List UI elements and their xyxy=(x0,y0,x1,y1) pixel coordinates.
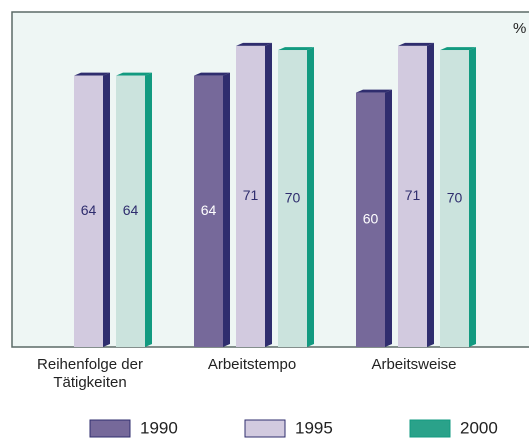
bar xyxy=(116,75,145,347)
bar xyxy=(236,45,265,348)
bar-top xyxy=(236,42,272,46)
value-label: 71 xyxy=(243,187,259,203)
value-label: 71 xyxy=(405,187,421,203)
value-label: 64 xyxy=(201,202,217,218)
bar xyxy=(194,75,223,347)
value-label: 64 xyxy=(81,202,97,218)
bar-top xyxy=(398,42,434,46)
bar-top xyxy=(194,72,230,76)
x-tick-label: Arbeitstempo xyxy=(207,356,297,373)
bar-top xyxy=(116,72,152,76)
bar-side xyxy=(307,47,314,348)
value-label: 70 xyxy=(285,189,301,205)
legend-swatch xyxy=(244,419,286,438)
bar xyxy=(278,50,307,348)
legend-label: 1995 xyxy=(295,418,333,437)
legend-swatch xyxy=(89,419,131,438)
bar-side xyxy=(469,47,476,348)
bar-top xyxy=(440,47,476,51)
value-label: 64 xyxy=(123,202,139,218)
bar-side xyxy=(103,72,110,347)
legend-label: 2000 xyxy=(460,418,498,437)
bar-side xyxy=(385,89,392,348)
bar-side xyxy=(427,42,434,348)
bar-side xyxy=(265,42,272,348)
bar-side xyxy=(223,72,230,347)
value-label: 70 xyxy=(447,189,463,205)
value-label: 60 xyxy=(363,210,379,226)
bar-top xyxy=(74,72,110,76)
bar xyxy=(398,45,427,348)
bar xyxy=(356,92,385,348)
bar xyxy=(74,75,103,347)
legend-swatch xyxy=(409,419,451,438)
bar-side xyxy=(145,72,152,347)
bar-top xyxy=(278,47,314,51)
x-tick-label: Arbeitsweise xyxy=(371,356,457,373)
bar-top xyxy=(356,89,392,93)
legend-label: 1990 xyxy=(140,418,178,437)
x-tick-label: Reihenfolge der Tätigkeiten xyxy=(37,356,143,391)
y-axis-label: % xyxy=(513,20,526,37)
bar xyxy=(440,50,469,348)
